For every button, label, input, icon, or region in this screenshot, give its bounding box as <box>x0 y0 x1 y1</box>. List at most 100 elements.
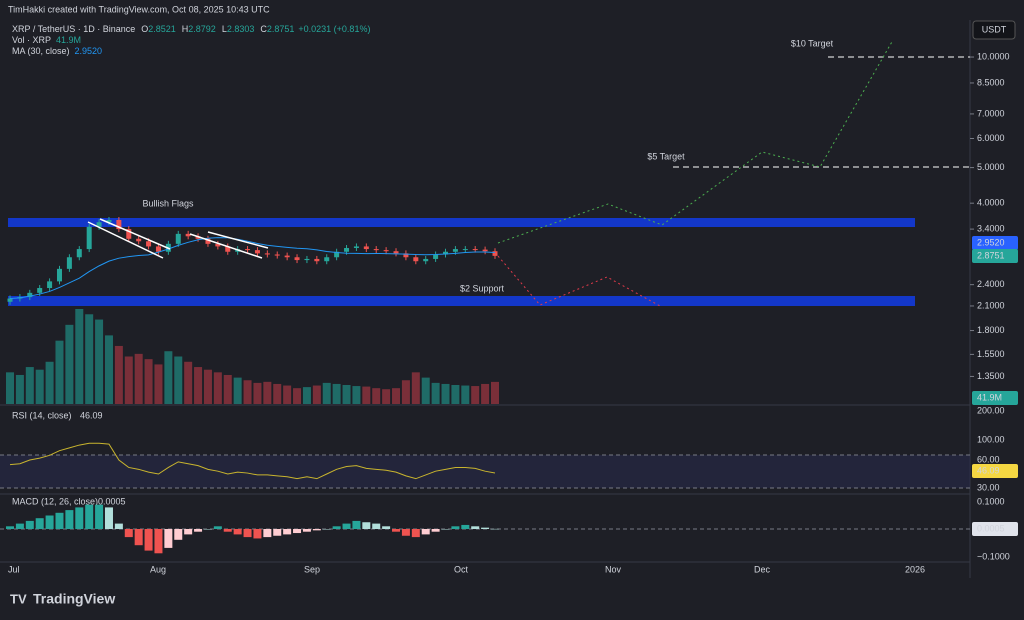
macd-bar <box>332 526 341 529</box>
volume-bar <box>184 361 193 404</box>
macd-badge-bg <box>972 522 1018 536</box>
price-tick-label: 1.3500 <box>977 371 1005 381</box>
candle <box>324 257 330 262</box>
candle <box>175 233 181 244</box>
macd-bar <box>75 507 84 529</box>
candle <box>126 229 132 239</box>
candle <box>37 288 43 293</box>
bullish-projection <box>497 39 894 244</box>
volume-bar <box>273 383 282 404</box>
candle <box>264 253 270 255</box>
ma-value: 2.9520 <box>75 46 103 56</box>
candle <box>314 258 320 262</box>
macd-bar <box>471 526 480 529</box>
price-tick-label: 3.4000 <box>977 223 1005 233</box>
macd-bar <box>233 529 242 535</box>
macd-bar <box>253 529 262 539</box>
volume-bar <box>213 372 222 404</box>
candle <box>106 219 112 223</box>
time-label: Jul <box>8 564 20 574</box>
macd-bar <box>124 529 133 538</box>
volume-bar <box>471 386 480 404</box>
volume-bar <box>293 388 302 404</box>
ohlc-label: H <box>182 24 189 34</box>
macd-badge: 0.0005 <box>977 523 1005 533</box>
time-label: Nov <box>605 564 622 574</box>
volume-bar <box>253 382 262 404</box>
macd-bar <box>312 529 321 531</box>
price-tick-label: 1.8000 <box>977 325 1005 335</box>
candle <box>27 292 33 298</box>
volume-bar <box>95 319 104 404</box>
candle <box>413 257 419 262</box>
rsi-tick-label: 60.00 <box>977 454 1000 464</box>
volume-bar <box>421 377 430 404</box>
currency-button[interactable] <box>972 20 1016 40</box>
macd-bar <box>194 529 203 532</box>
macd-bar <box>293 529 302 534</box>
candle <box>462 249 468 251</box>
legend-line: Vol · XRP 41.9M <box>12 35 81 45</box>
macd-tick-label: 0.1000 <box>977 496 1005 506</box>
change: +0.0231 (+0.81%) <box>298 24 370 34</box>
ohlc-value: 2.8751 <box>267 24 295 34</box>
volume-bar <box>45 361 54 404</box>
volume-badge-bg <box>972 391 1018 405</box>
volume-bar <box>322 382 331 404</box>
volume-bar <box>312 385 321 404</box>
candle <box>383 250 389 252</box>
ohlc-value: 2.8303 <box>227 24 255 34</box>
macd-bar <box>85 504 94 529</box>
annotation: $2 Support <box>460 283 505 293</box>
volume-bar <box>6 372 14 404</box>
volume-bar <box>372 388 381 404</box>
macd-bar <box>421 529 430 535</box>
candle <box>304 258 310 261</box>
annotation: $5 Target <box>647 151 685 161</box>
macd-bar <box>461 524 470 529</box>
symbol: XRP / TetherUS · 1D · Binance <box>12 24 135 34</box>
price-tick-label: 5.0000 <box>977 162 1005 172</box>
candle <box>7 298 13 302</box>
price-tick-label: 8.5000 <box>977 77 1005 87</box>
price-tick-label: 2.1000 <box>977 300 1005 310</box>
time-label: Dec <box>754 564 771 574</box>
volume-bar <box>233 377 242 404</box>
volume-bar <box>25 367 34 404</box>
macd-bar <box>114 523 123 529</box>
flag-line <box>87 221 164 259</box>
volume-bar <box>392 388 401 404</box>
ohlc-value: 2.8521 <box>148 24 176 34</box>
candle <box>96 222 102 227</box>
macd-bar <box>392 529 401 532</box>
volume-bar <box>362 386 371 404</box>
candle <box>334 251 340 258</box>
candle <box>86 226 92 250</box>
brand: TradingView <box>33 591 115 607</box>
volume-bar <box>481 383 490 404</box>
volume-bar <box>302 387 311 404</box>
volume-bar <box>332 383 341 404</box>
macd-bar <box>273 529 282 536</box>
price-tick-label: 7.0000 <box>977 108 1005 118</box>
candle <box>56 268 62 282</box>
legend-line: XRP / TetherUS · 1D · Binance O2.8521 H2.8… <box>12 24 370 34</box>
macd-bar <box>283 529 292 535</box>
ohlc-label: C <box>260 24 267 34</box>
volume-bar <box>223 374 232 404</box>
volume-bar <box>382 389 391 404</box>
close-badge-bg <box>972 249 1018 263</box>
volume-bar <box>174 356 183 404</box>
volume-bar <box>15 374 24 404</box>
volume-label: Vol · XRP <box>12 35 51 45</box>
volume-bar <box>154 364 163 404</box>
macd-tick-label: −0.1000 <box>977 551 1010 561</box>
volume-bar <box>124 356 133 404</box>
macd-title: MACD (12, 26, close) <box>12 496 98 506</box>
macd-bar <box>95 504 104 529</box>
volume-bar <box>164 351 173 404</box>
volume-bar <box>263 381 272 404</box>
currency[interactable]: USDT <box>982 24 1007 34</box>
volume-bar <box>65 324 74 404</box>
macd-bar <box>263 529 272 538</box>
